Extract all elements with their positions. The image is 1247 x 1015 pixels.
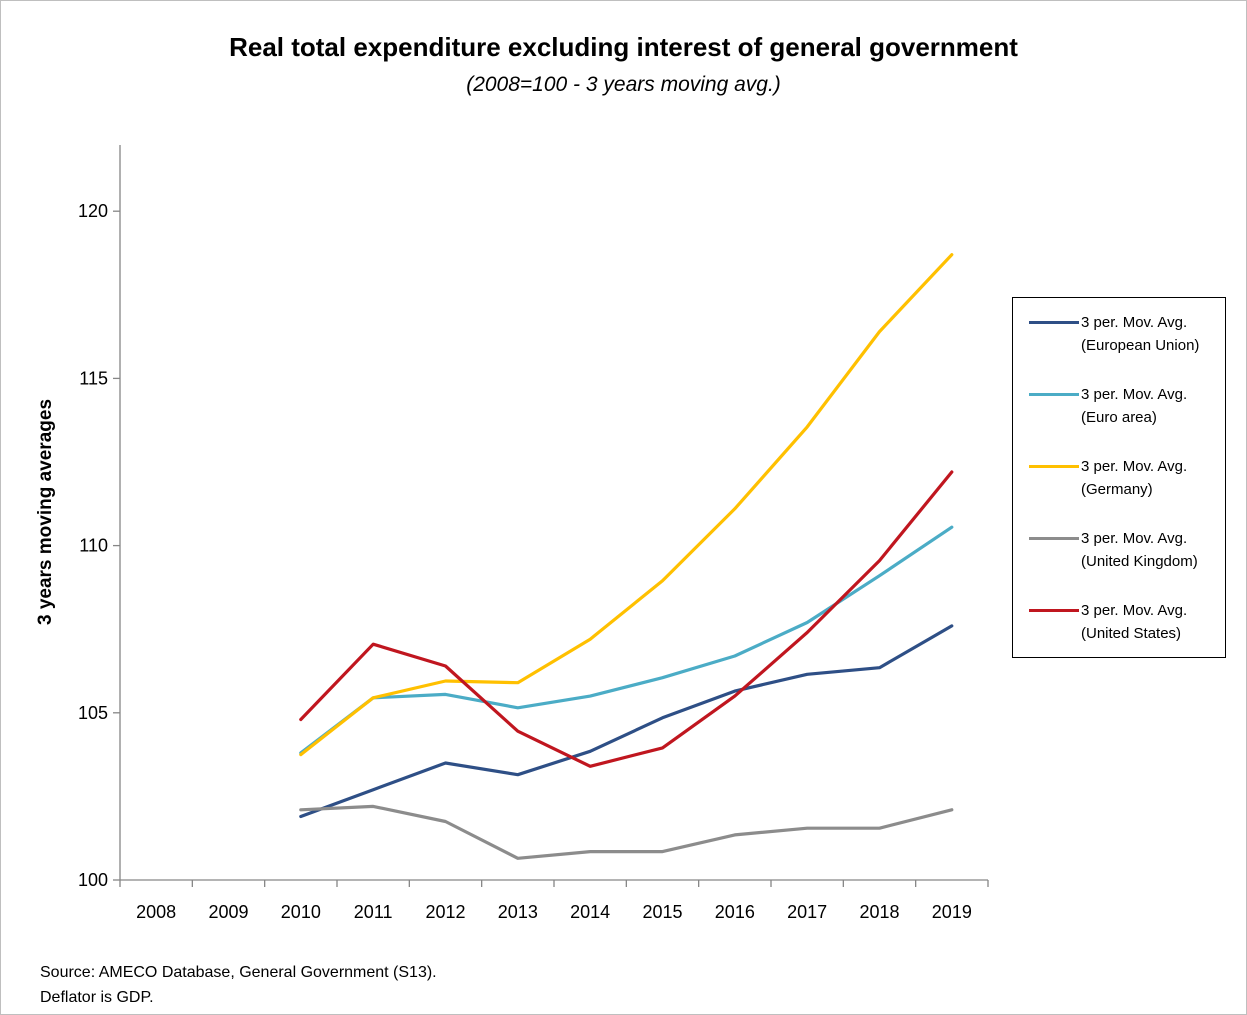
source-line: Source: AMECO Database, General Governme… bbox=[40, 964, 437, 981]
x-tick-label: 2009 bbox=[208, 902, 248, 922]
deflator-note: Deflator is GDP. bbox=[40, 989, 154, 1006]
legend-label-line1: 3 per. Mov. Avg. bbox=[1081, 530, 1188, 547]
legend-label-line1: 3 per. Mov. Avg. bbox=[1081, 458, 1188, 475]
legend-item: 3 per. Mov. Avg. (European Union) bbox=[1029, 311, 1224, 359]
legend-label: 3 per. Mov. Avg. (United States) bbox=[1081, 599, 1187, 645]
source-note: Source: AMECO Database, General Governme… bbox=[40, 960, 437, 1010]
series-line bbox=[299, 470, 954, 768]
y-tick-label: 120 bbox=[78, 201, 108, 221]
x-tick-label: 2015 bbox=[642, 902, 682, 922]
x-tick-label: 2016 bbox=[715, 902, 755, 922]
legend-label-line2: (United Kingdom) bbox=[1081, 553, 1198, 570]
y-tick-label: 100 bbox=[78, 870, 108, 890]
legend-label: 3 per. Mov. Avg. (European Union) bbox=[1081, 311, 1199, 357]
series-line bbox=[299, 804, 954, 860]
legend-swatch bbox=[1029, 537, 1079, 540]
series-line bbox=[299, 624, 954, 819]
legend-label: 3 per. Mov. Avg. (Germany) bbox=[1081, 455, 1187, 501]
legend-swatch bbox=[1029, 609, 1079, 612]
x-tick-label: 2008 bbox=[136, 902, 176, 922]
legend-label-line1: 3 per. Mov. Avg. bbox=[1081, 314, 1188, 331]
legend-label: 3 per. Mov. Avg. (United Kingdom) bbox=[1081, 527, 1198, 573]
x-tick-label: 2018 bbox=[859, 902, 899, 922]
legend-item: 3 per. Mov. Avg. (United Kingdom) bbox=[1029, 527, 1224, 575]
legend-label-line2: (United States) bbox=[1081, 625, 1182, 642]
legend-item: 3 per. Mov. Avg. (Germany) bbox=[1029, 455, 1224, 503]
x-tick-label: 2011 bbox=[354, 902, 393, 922]
series-line bbox=[299, 525, 954, 755]
x-tick-label: 2017 bbox=[787, 902, 827, 922]
chart-legend: 3 per. Mov. Avg. (European Union) 3 per. M… bbox=[1012, 297, 1226, 658]
x-tick-label: 2014 bbox=[570, 902, 610, 922]
legend-item: 3 per. Mov. Avg. (United States) bbox=[1029, 599, 1224, 647]
x-tick-label: 2012 bbox=[425, 902, 465, 922]
legend-label: 3 per. Mov. Avg. (Euro area) bbox=[1081, 383, 1187, 429]
chart-subtitle: (2008=100 - 3 years moving avg.) bbox=[466, 73, 781, 96]
legend-label-line1: 3 per. Mov. Avg. bbox=[1081, 386, 1188, 403]
y-tick-label: 105 bbox=[78, 703, 108, 723]
legend-label-line2: (Germany) bbox=[1081, 481, 1153, 498]
legend-label-line2: (Euro area) bbox=[1081, 409, 1157, 426]
legend-swatch bbox=[1029, 465, 1079, 468]
series-line bbox=[299, 253, 954, 757]
legend-swatch bbox=[1029, 393, 1079, 396]
legend-label-line1: 3 per. Mov. Avg. bbox=[1081, 602, 1188, 619]
x-tick-label: 2010 bbox=[281, 902, 321, 922]
legend-label-line2: (European Union) bbox=[1081, 337, 1200, 354]
y-tick-label: 110 bbox=[79, 536, 108, 556]
x-tick-label: 2019 bbox=[932, 902, 972, 922]
x-tick-label: 2013 bbox=[498, 902, 538, 922]
y-tick-label: 115 bbox=[79, 368, 108, 388]
chart-title: Real total expenditure excluding interes… bbox=[229, 32, 1018, 62]
legend-item: 3 per. Mov. Avg. (Euro area) bbox=[1029, 383, 1224, 431]
legend-swatch bbox=[1029, 321, 1079, 324]
